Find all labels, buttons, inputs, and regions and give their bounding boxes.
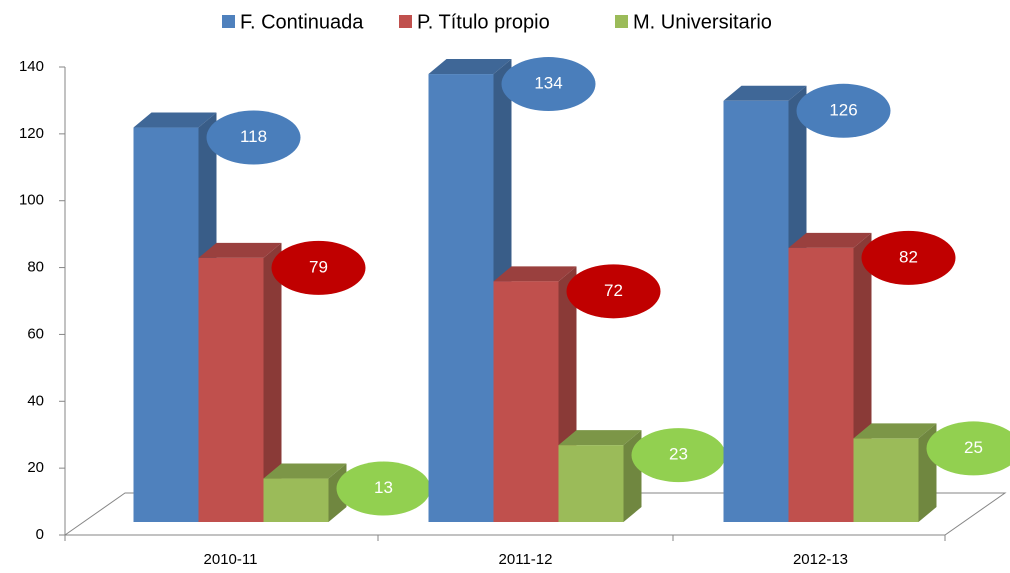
bar-top (723, 85, 807, 101)
bar-top (788, 232, 872, 248)
y-tick-label: 140 (19, 58, 44, 75)
y-tick-label: 100 (19, 192, 44, 209)
bar-top (558, 430, 642, 446)
y-tick-label: 20 (27, 459, 44, 476)
y-tick-label: 80 (27, 259, 44, 276)
bar (788, 247, 854, 522)
bar-side (263, 242, 282, 522)
data-label-bubble (861, 230, 956, 285)
bar-top (853, 423, 937, 439)
bar (723, 100, 789, 523)
data-label: 126 (829, 100, 857, 119)
bar (133, 127, 199, 523)
data-label: 134 (534, 74, 562, 93)
data-label-bubble (926, 421, 1010, 476)
bar (428, 74, 494, 523)
legend-swatch (222, 15, 235, 28)
bar (853, 438, 919, 522)
y-tick-label: 40 (27, 392, 44, 409)
bar (493, 281, 559, 522)
bar-top (133, 112, 217, 128)
data-label: 72 (604, 281, 623, 300)
legend-label: P. Título propio (417, 11, 550, 33)
legend-label: F. Continuada (240, 11, 364, 33)
y-tick-label: 60 (27, 325, 44, 342)
data-label-bubble (271, 240, 366, 295)
x-tick-label: 2010-11 (204, 551, 258, 568)
bar (263, 478, 329, 522)
data-label: 79 (309, 257, 328, 276)
bar-top (493, 266, 577, 282)
bar-top (428, 59, 512, 75)
data-label-bubble (796, 83, 891, 138)
x-tick-label: 2012-13 (793, 551, 848, 568)
data-label: 118 (240, 127, 267, 146)
bar (558, 445, 624, 522)
data-label: 13 (374, 478, 393, 497)
data-label-bubble (206, 110, 301, 165)
legend-swatch (615, 15, 628, 28)
data-label: 25 (964, 438, 983, 457)
data-label-bubble (566, 264, 661, 319)
legend-label: M. Universitario (633, 11, 772, 33)
data-label-bubble (631, 428, 726, 483)
data-label-bubble (336, 461, 431, 516)
y-tick-label: 0 (36, 526, 44, 543)
x-tick-label: 2011-12 (499, 551, 553, 568)
bar (198, 257, 264, 522)
bar-top (198, 242, 282, 258)
legend-swatch (399, 15, 412, 28)
bar-top (263, 463, 347, 479)
data-label: 82 (899, 247, 918, 266)
data-label: 23 (669, 445, 688, 464)
y-tick-label: 120 (19, 125, 44, 142)
data-label-bubble (501, 57, 596, 112)
